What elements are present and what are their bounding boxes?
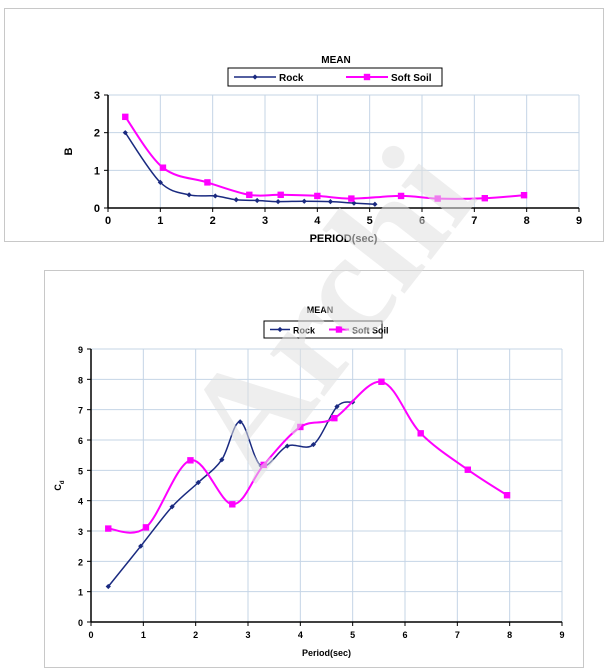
chart1-data-point-rock xyxy=(157,179,163,185)
chart2-y-tick-label: 6 xyxy=(78,436,83,446)
chart1-legend-box xyxy=(227,67,443,87)
chart2-x-tick-label: 3 xyxy=(245,630,250,640)
chart2-x-tick-label: 7 xyxy=(455,630,460,640)
chart2-data-point-rock xyxy=(195,479,201,486)
chart1-x-tick-label: 8 xyxy=(524,215,530,227)
chart1-chart-title: MEAN xyxy=(321,55,350,66)
chart2-x-tick-label: 8 xyxy=(507,630,512,640)
chart2-x-tick-label: 5 xyxy=(350,630,355,640)
chart2-data-point-rock xyxy=(284,443,290,449)
chart1-x-tick-label: 1 xyxy=(157,215,163,227)
chart1-data-point-soft-soil xyxy=(348,195,355,202)
chart2-y-tick-label: 9 xyxy=(78,345,83,355)
chart2-y-tick-label: 8 xyxy=(78,375,83,385)
chart1-data-point-soft-soil xyxy=(122,113,129,121)
chart2-y-tick-label: 3 xyxy=(78,527,83,537)
chart1-y-tick-label: 0 xyxy=(94,203,100,215)
chart1-data-point-rock xyxy=(372,201,378,207)
chart1-data-point-rock xyxy=(186,192,192,198)
chart2-data-point-soft-soil xyxy=(378,378,385,385)
chart2-data-point-rock xyxy=(310,441,317,448)
chart1-series-line-soft-soil xyxy=(124,116,525,200)
chart2-data-point-rock xyxy=(138,543,144,549)
chart-cd-vs-period: 0 1 2 3 4 5 6 7 8 9 0 1 2 3 4 5 6 7 8 9 Period(sec) Cd MEAN Roc… xyxy=(53,305,565,658)
chart2-legend-marker-soft-soil xyxy=(335,326,343,333)
chart2-legend-marker-rock xyxy=(277,326,283,333)
chart1-data-point-soft-soil xyxy=(314,192,321,200)
chart-b-vs-period: 0 1 2 3 4 5 6 7 8 9 0 1 2 3 PERIOD(sec) B MEAN Rock Soft S… xyxy=(63,55,582,245)
chart1-data-point-soft-soil xyxy=(397,192,405,200)
chart2-y-tick-label: 4 xyxy=(78,497,83,507)
chart1-x-tick-label: 6 xyxy=(419,215,425,227)
chart2-data-point-soft-soil xyxy=(464,466,471,473)
chart2-x-tick-label: 0 xyxy=(88,630,93,640)
chart1-data-point-soft-soil xyxy=(159,164,167,171)
chart1-y-tick-label: 2 xyxy=(94,128,100,140)
chart1-data-point-soft-soil xyxy=(434,195,441,202)
chart1-x-tick-label: 0 xyxy=(105,215,111,227)
chart1-x-axis-label: PERIOD(sec) xyxy=(310,233,378,245)
chart2-y-axis-label: Cd xyxy=(53,480,66,491)
chart2-y-tick-label: 7 xyxy=(78,406,83,416)
chart2-data-point-soft-soil xyxy=(331,414,338,422)
chart1-y-tick-label: 3 xyxy=(94,90,100,102)
chart2-data-point-rock xyxy=(105,583,111,590)
chart-panel-top: 0 1 2 3 4 5 6 7 8 9 0 1 2 3 PERIOD(sec) B MEAN Rock Soft S… xyxy=(4,8,604,245)
chart1-x-tick-label: 9 xyxy=(576,215,582,227)
chart1-x-tick-label: 2 xyxy=(210,215,216,227)
chart1-data-point-soft-soil xyxy=(277,191,284,199)
chart2-data-point-soft-soil xyxy=(260,461,267,469)
chart1-x-tick-label: 7 xyxy=(471,215,477,227)
chart2-data-point-soft-soil xyxy=(417,430,424,437)
chart2-x-tick-label: 2 xyxy=(193,630,198,640)
chart2-y-tick-label: 5 xyxy=(78,466,83,476)
chart1-data-point-rock xyxy=(212,193,218,199)
chart2-y-axis-label-subscript: d xyxy=(60,480,66,484)
chart2-chart-title: MEAN xyxy=(307,305,334,315)
chart1-data-point-soft-soil xyxy=(520,191,528,199)
chart2-y-tick-label: 1 xyxy=(78,588,83,598)
chart2-series-line-rock xyxy=(107,401,353,587)
chart2-data-point-soft-soil xyxy=(503,492,511,499)
chart1-x-tick-label: 4 xyxy=(314,215,321,227)
chart2-x-axis-label: Period(sec) xyxy=(302,648,351,658)
chart1-y-axis-label: B xyxy=(63,147,75,155)
chart2-legend-label-soft-soil: Soft Soil xyxy=(352,326,389,336)
chart2-data-point-soft-soil xyxy=(297,423,304,431)
chart1-data-point-soft-soil xyxy=(204,179,211,186)
chart1-data-point-rock xyxy=(327,198,334,205)
chart1-data-point-rock xyxy=(351,200,357,206)
chart1-x-tick-label: 3 xyxy=(262,215,268,227)
chart1-data-point-rock xyxy=(275,198,281,205)
chart1-data-point-rock xyxy=(301,198,307,204)
chart2-data-point-soft-soil xyxy=(105,525,112,532)
chart2-legend-label-rock: Rock xyxy=(293,326,316,336)
chart1-legend-marker-rock xyxy=(252,74,258,80)
chart1-y-tick-label: 1 xyxy=(94,165,100,177)
chart1-data-point-rock xyxy=(254,197,260,204)
chart1-data-point-rock xyxy=(122,130,128,136)
chart2-data-point-rock xyxy=(237,419,243,425)
chart2-data-point-rock xyxy=(169,504,175,510)
chart2-data-point-soft-soil xyxy=(187,457,194,464)
chart2-x-tick-label: 6 xyxy=(402,630,407,640)
chart1-data-point-rock xyxy=(233,197,239,203)
chart1-legend-marker-soft-soil xyxy=(363,73,371,81)
chart2-data-point-soft-soil xyxy=(229,501,236,508)
chart2-y-tick-label: 2 xyxy=(78,557,83,567)
chart2-y-tick-label: 0 xyxy=(78,618,83,628)
chart2-legend-box xyxy=(263,320,383,339)
chart2-x-tick-label: 9 xyxy=(559,630,564,640)
chart2-data-point-soft-soil xyxy=(142,524,150,531)
chart2-x-tick-label: 4 xyxy=(298,630,303,640)
chart1-data-point-soft-soil xyxy=(246,191,253,199)
chart1-legend-label-rock: Rock xyxy=(279,73,304,84)
chart1-legend-label-soft-soil: Soft Soil xyxy=(391,73,432,84)
chart1-x-tick-label: 5 xyxy=(367,215,373,227)
chart-panel-bottom: 0 1 2 3 4 5 6 7 8 9 0 1 2 3 4 5 6 7 8 9 Period(sec) Cd MEAN Roc… xyxy=(44,270,584,668)
chart1-data-point-soft-soil xyxy=(481,195,488,202)
chart2-x-tick-label: 1 xyxy=(141,630,146,640)
chart2-series-line-soft-soil xyxy=(108,380,508,534)
chart2-data-point-rock xyxy=(219,457,225,463)
